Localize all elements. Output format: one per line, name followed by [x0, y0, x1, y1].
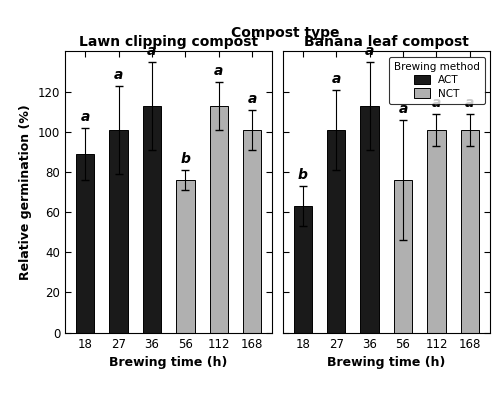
Bar — [394, 180, 412, 333]
Text: a: a — [365, 44, 374, 57]
Bar — [142, 106, 161, 333]
Bar — [110, 130, 128, 333]
Y-axis label: Relative germination (%): Relative germination (%) — [19, 104, 32, 280]
Bar — [294, 206, 312, 333]
Bar — [210, 106, 228, 333]
Text: a: a — [465, 96, 474, 110]
Text: a: a — [248, 92, 257, 106]
Bar — [243, 130, 262, 333]
Bar — [76, 154, 94, 333]
Bar — [460, 130, 479, 333]
Bar — [360, 106, 379, 333]
Text: b: b — [298, 168, 308, 182]
Legend: ACT, NCT: ACT, NCT — [388, 57, 485, 104]
X-axis label: Brewing time (h): Brewing time (h) — [110, 356, 228, 369]
Text: a: a — [214, 64, 224, 78]
Title: Lawn clipping compost: Lawn clipping compost — [79, 35, 258, 49]
Text: a: a — [114, 68, 123, 82]
X-axis label: Brewing time (h): Brewing time (h) — [327, 356, 446, 369]
Bar — [176, 180, 195, 333]
Text: a: a — [432, 96, 441, 110]
Text: a: a — [148, 44, 156, 57]
Text: a: a — [332, 72, 341, 86]
Text: a: a — [80, 110, 90, 124]
Bar — [428, 130, 446, 333]
Text: b: b — [180, 152, 190, 166]
Text: a: a — [398, 102, 407, 116]
Text: Compost type: Compost type — [231, 26, 339, 40]
Title: Banana leaf compost: Banana leaf compost — [304, 35, 469, 49]
Bar — [327, 130, 345, 333]
